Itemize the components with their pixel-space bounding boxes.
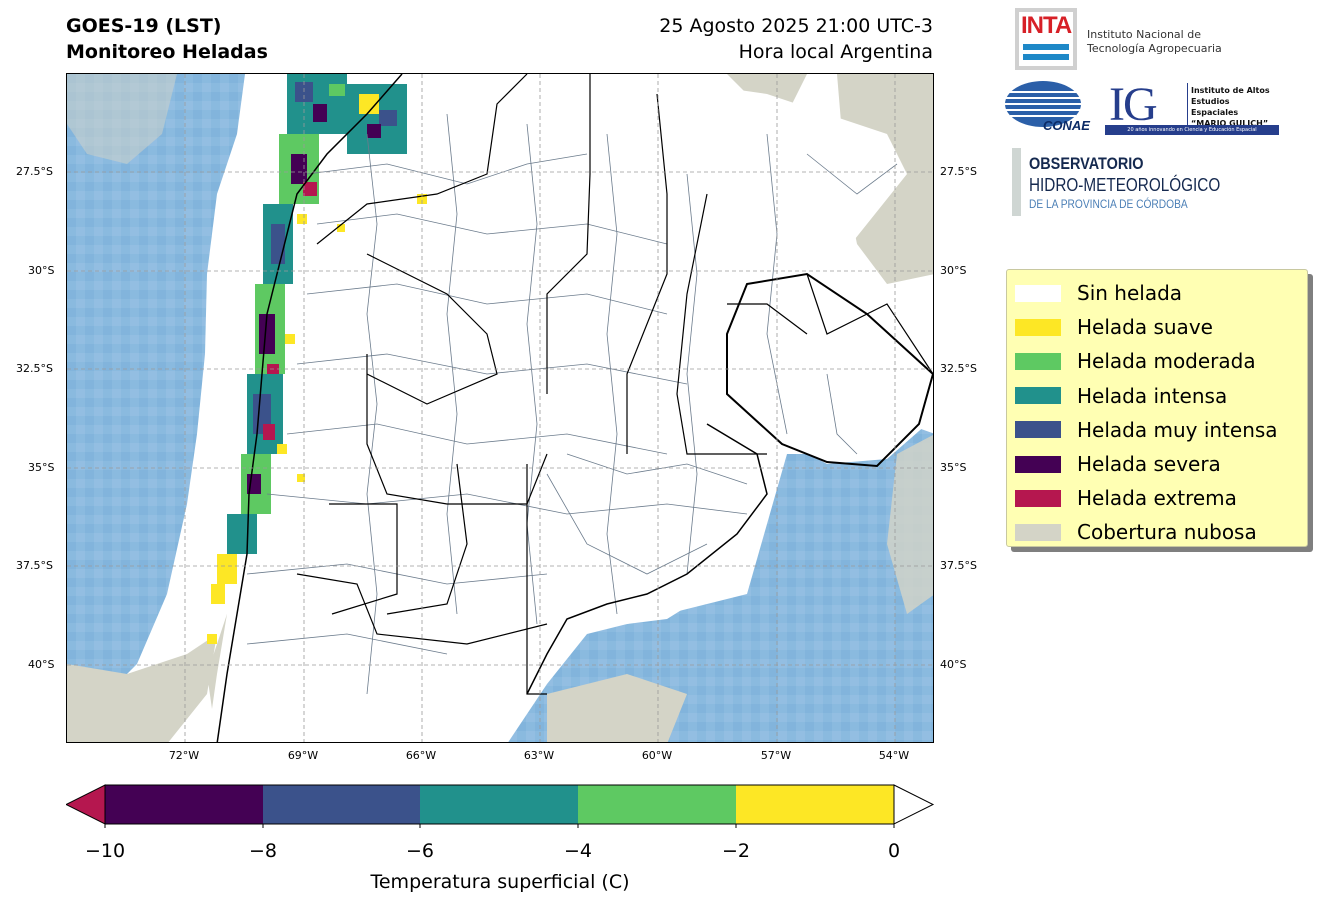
lat-label-left: 30°S	[28, 264, 55, 277]
lat-label-right: 32.5°S	[940, 362, 977, 375]
date-line-1: 25 Agosto 2025 21:00 UTC-3	[659, 15, 933, 37]
legend: Sin helada Helada suave Helada moderada …	[1006, 269, 1308, 547]
lon-label: 60°W	[641, 749, 673, 762]
ig-line-1: Instituto de Altos	[1191, 86, 1270, 95]
colorbar-segment	[105, 785, 263, 824]
province-borders	[296, 74, 933, 695]
legend-item: Sin helada	[1015, 276, 1299, 310]
lon-label: 54°W	[878, 749, 910, 762]
colorbar-segment	[736, 785, 894, 824]
ig-logo-text: Instituto de Altos Estudios Espaciales “…	[1191, 85, 1279, 129]
legend-label: Sin helada	[1077, 281, 1183, 306]
legend-swatch	[1015, 318, 1061, 336]
coastline	[526, 423, 768, 695]
inta-logo-text: Instituto Nacional de Tecnología Agropec…	[1087, 28, 1222, 56]
uruguay-border	[726, 272, 933, 468]
colorbar-under-triangle	[66, 784, 106, 825]
lon-label: 63°W	[523, 749, 555, 762]
lat-label-left: 27.5°S	[16, 165, 53, 178]
colorbar	[66, 784, 935, 828]
colorbar-tick: −8	[248, 840, 278, 862]
observatorio-line-1: OBSERVATORIO	[1029, 154, 1144, 173]
legend-item: Helada muy intensa	[1015, 413, 1299, 447]
inta-line-1: Instituto Nacional de	[1087, 28, 1201, 41]
legend-label: Helada extrema	[1077, 486, 1237, 511]
ig-logo: IG Instituto de Altos Estudios Espaciale…	[1105, 77, 1279, 137]
lat-label-left: 32.5°S	[16, 362, 53, 375]
lat-label-right: 27.5°S	[940, 165, 977, 178]
map-title: GOES-19 (LST) Monitoreo Heladas	[66, 13, 268, 65]
ig-line-3: “MARIO GULICH”	[1191, 119, 1269, 128]
lat-label-left: 35°S	[28, 461, 55, 474]
atlantic-ocean-lst	[508, 424, 933, 742]
legend-item: Helada intensa	[1015, 379, 1299, 413]
legend-label: Helada severa	[1077, 452, 1221, 477]
legend-swatch	[1015, 489, 1061, 507]
inta-logo: INTA	[1015, 8, 1077, 70]
lat-label-right: 30°S	[940, 264, 967, 277]
pacific-ocean-lst	[67, 74, 245, 714]
lon-label: 66°W	[405, 749, 437, 762]
observatorio-line-3: DE LA PROVINCIA DE CÓRDOBA	[1029, 197, 1188, 211]
lon-label: 72°W	[168, 749, 200, 762]
colorbar-over-triangle	[893, 784, 935, 825]
legend-swatch	[1015, 284, 1061, 302]
date-line-2: Hora local Argentina	[738, 41, 933, 63]
map-grid	[67, 74, 933, 742]
colorbar-tick: −4	[563, 840, 593, 862]
conae-logo-text: CONAE	[1043, 118, 1090, 133]
colorbar-label: Temperatura superficial (C)	[370, 871, 630, 893]
ig-logo-letters: IG	[1109, 78, 1158, 131]
legend-item: Helada severa	[1015, 447, 1299, 481]
legend-item: Cobertura nubosa	[1015, 515, 1299, 549]
lat-label-right: 35°S	[940, 461, 967, 474]
ig-logo-footer: 20 años innovando en Ciencia y Educación…	[1105, 125, 1279, 135]
map-svg	[67, 74, 933, 742]
legend-label: Helada muy intensa	[1077, 417, 1278, 442]
legend-item: Helada extrema	[1015, 481, 1299, 515]
colorbar-tick: −10	[84, 840, 126, 862]
map-timestamp: 25 Agosto 2025 21:00 UTC-3 Hora local Ar…	[659, 13, 933, 65]
observatorio-line-2: HIDRO-METEOROLÓGICO	[1029, 175, 1221, 195]
ig-line-2: Estudios Espaciales	[1191, 97, 1239, 117]
map-panel	[66, 73, 934, 743]
legend-label: Cobertura nubosa	[1077, 520, 1257, 545]
lat-label-right: 37.5°S	[940, 559, 977, 572]
legend-label: Helada suave	[1077, 315, 1213, 340]
legend-swatch	[1015, 387, 1061, 405]
colorbar-segment	[263, 785, 420, 824]
legend-item: Helada moderada	[1015, 344, 1299, 378]
title-line-2: Monitoreo Heladas	[66, 41, 268, 63]
legend-swatch	[1015, 523, 1061, 541]
lat-label-right: 40°S	[940, 658, 967, 671]
land-area	[207, 74, 933, 742]
legend-item: Helada suave	[1015, 310, 1299, 344]
legend-label: Helada intensa	[1077, 383, 1228, 408]
colorbar-segment	[420, 785, 578, 824]
inta-logo-word: INTA	[1021, 12, 1072, 39]
observatorio-logo-bar	[1012, 148, 1021, 216]
lon-label: 57°W	[760, 749, 792, 762]
title-line-1: GOES-19 (LST)	[66, 15, 222, 37]
legend-label: Helada moderada	[1077, 349, 1256, 374]
legend-swatch	[1015, 455, 1061, 473]
district-lines	[246, 113, 898, 695]
colorbar-tick: 0	[887, 840, 901, 862]
legend-swatch	[1015, 421, 1061, 439]
country-border	[216, 74, 403, 742]
colorbar-tick: −2	[721, 840, 751, 862]
colorbar-segment	[578, 785, 736, 824]
lon-label: 69°W	[287, 749, 319, 762]
lat-label-left: 40°S	[28, 658, 55, 671]
conae-logo-icon	[1005, 81, 1081, 127]
legend-swatch	[1015, 352, 1061, 370]
inta-line-2: Tecnología Agropecuaria	[1087, 42, 1222, 55]
colorbar-tick: −6	[405, 840, 435, 862]
frost-pixels	[207, 74, 427, 644]
lat-label-left: 37.5°S	[16, 559, 53, 572]
